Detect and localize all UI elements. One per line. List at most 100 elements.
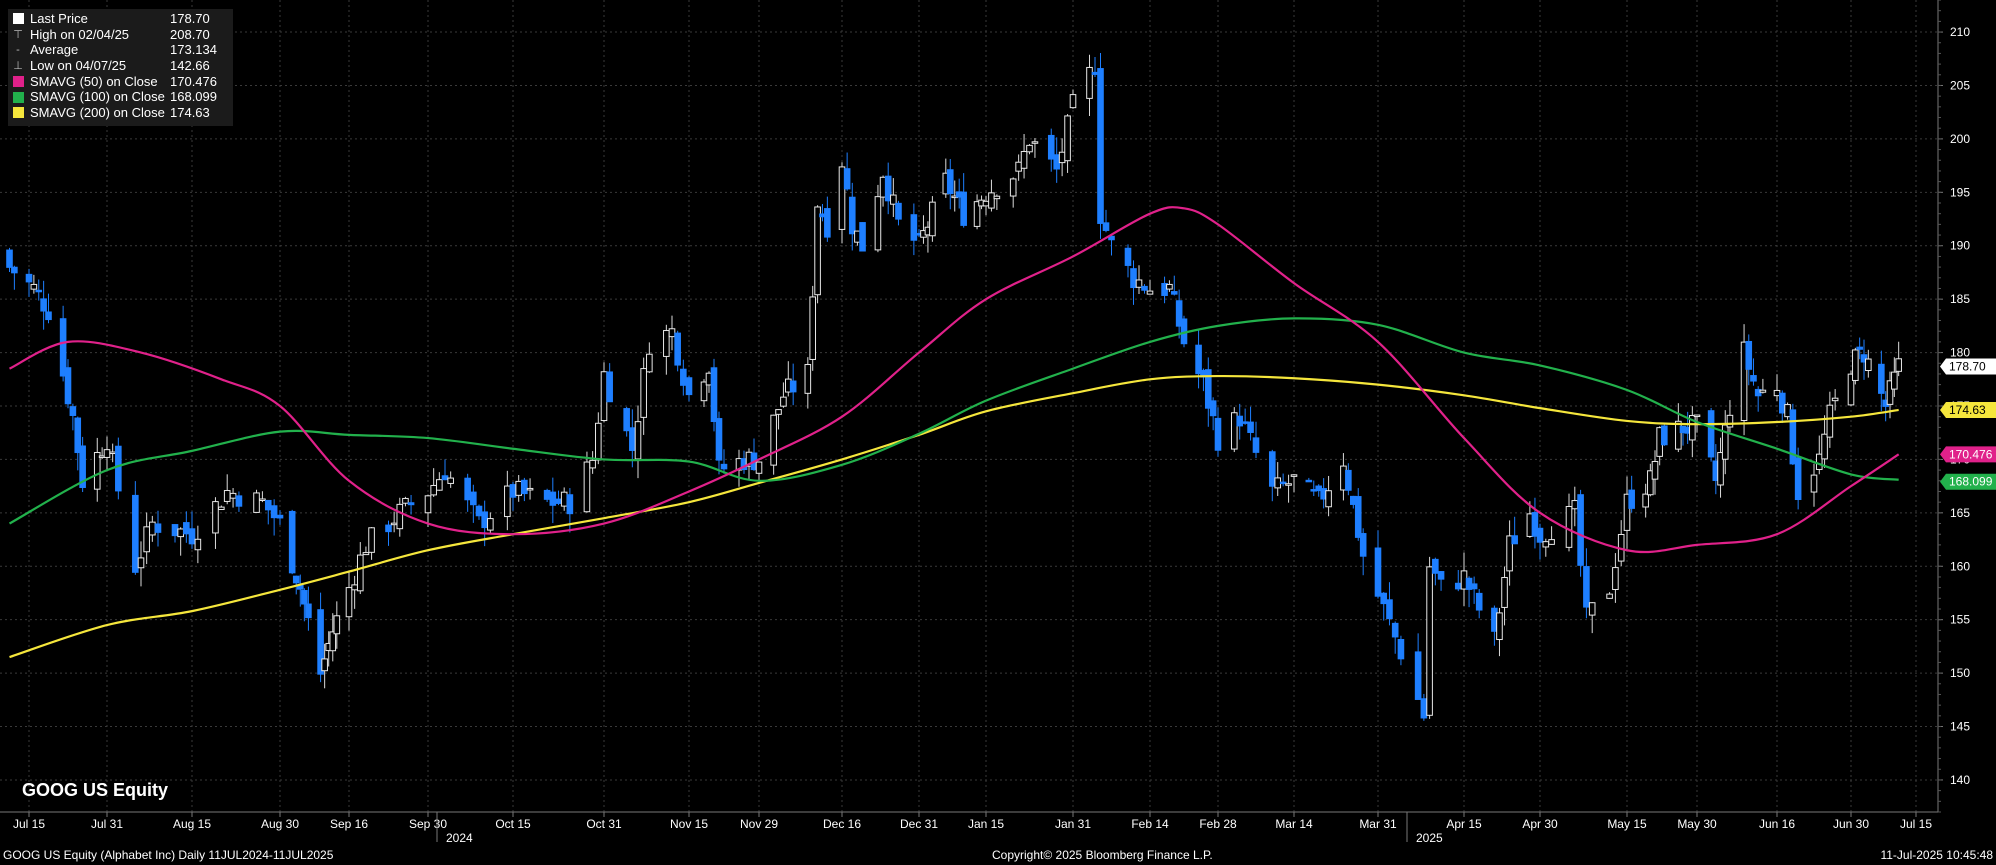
candle-down [79, 445, 86, 488]
candle-down [288, 510, 296, 574]
candle-down [1414, 651, 1422, 700]
candle-up [356, 554, 364, 592]
candle-down [1386, 599, 1393, 620]
legend-label: Last Price [30, 10, 88, 26]
candle-down [25, 273, 33, 283]
candle-up [809, 296, 817, 360]
candle-up [1588, 602, 1596, 616]
price-label-bg [1940, 473, 1996, 490]
legend-value: 168.099 [170, 89, 217, 105]
x-tick-label: Nov 15 [670, 817, 708, 831]
candle-up [770, 414, 777, 466]
candle-up [329, 631, 337, 652]
y-tick-label: 160 [1950, 559, 1970, 573]
candle-down [1354, 496, 1362, 538]
chart-legend: Last Price 178.70 ⊤ High on 02/04/25 208… [8, 9, 233, 126]
candle-up [1290, 474, 1298, 477]
candle-down [1750, 375, 1757, 382]
candle-up [109, 451, 116, 455]
candle-up [1612, 567, 1619, 591]
candle-down [1707, 410, 1715, 458]
candle-down [1391, 622, 1399, 638]
candle-up [1426, 566, 1433, 716]
candle-down [1531, 512, 1539, 537]
legend-value: 178.70 [170, 10, 210, 26]
candle-up [814, 206, 821, 296]
candle-down [35, 289, 43, 293]
candle-down [685, 377, 693, 396]
candle-down [1214, 417, 1222, 451]
footer-timestamp: 11-Jul-2025 10:45:48 [1880, 848, 1993, 862]
candle-up [1642, 493, 1649, 508]
candle-up [194, 538, 202, 551]
x-tick-label: Jun 16 [1759, 817, 1795, 831]
x-tick-label: Oct 31 [586, 817, 622, 831]
sma50-line [9, 206, 1900, 554]
x-tick-label: Dec 31 [900, 817, 938, 831]
price-label-text: 168.099 [1949, 475, 1993, 489]
candle-down [566, 494, 574, 515]
x-tick-label: Dec 16 [823, 817, 861, 831]
sma100-line [8, 317, 1899, 525]
sma200-line [9, 374, 1899, 659]
candle-down [183, 522, 190, 535]
candle-up [1548, 539, 1555, 545]
candle-up [1325, 490, 1332, 508]
candle-down [1209, 400, 1217, 417]
candle-up [804, 364, 812, 394]
x-tick-label: Jun 30 [1833, 817, 1869, 831]
x-tick-label: Aug 30 [261, 817, 299, 831]
candle-up [362, 552, 370, 556]
candle-up [229, 492, 237, 499]
candle-down [1856, 346, 1863, 350]
candle-down [171, 524, 179, 537]
candle-down [292, 575, 300, 584]
candle-down [475, 505, 483, 517]
year-label-2025: 2025 [1416, 831, 1443, 845]
moving-average-lines [8, 206, 1900, 659]
candle-up [1647, 470, 1654, 496]
candle-down [270, 505, 278, 519]
candle-down [1577, 494, 1584, 566]
candle-up [1146, 290, 1154, 295]
candle-down [1359, 533, 1367, 557]
y-tick-label: 190 [1950, 239, 1970, 253]
candle-down [1432, 558, 1439, 574]
candle-up [103, 449, 111, 458]
legend-label: Low on 04/07/25 [30, 57, 127, 73]
legend-value: 174.63 [170, 104, 210, 120]
candle-down [1397, 639, 1405, 660]
candle-down [1247, 421, 1254, 433]
candle-up [838, 166, 846, 230]
candle-down [1102, 222, 1110, 231]
y-tick-label: 210 [1950, 25, 1970, 39]
candle-down [11, 266, 18, 274]
candle-down [509, 484, 517, 498]
candle-down [1628, 489, 1635, 509]
candle-down [317, 609, 324, 675]
candle-down [115, 445, 122, 492]
x-tick-label: Nov 29 [740, 817, 778, 831]
candle-down [1794, 457, 1802, 501]
candle-down [895, 202, 902, 220]
candle-down [154, 523, 162, 533]
candle-down [946, 169, 954, 195]
candle-down [1124, 247, 1132, 266]
legend-item-sma50: SMAVG (50) on Close 170.476 [12, 74, 233, 90]
x-tick-label: Mar 14 [1275, 817, 1313, 831]
x-tick-label: May 15 [1607, 817, 1647, 831]
candle-up [1675, 420, 1682, 450]
candle-down [884, 175, 892, 202]
candle-down [715, 418, 723, 461]
candle-down [1345, 469, 1352, 491]
candle-down [1380, 592, 1388, 605]
candle-up [1847, 373, 1855, 406]
candle-up [560, 491, 568, 507]
candle-up [430, 484, 437, 496]
chart-grid [0, 0, 1938, 812]
candle-up [1565, 505, 1573, 548]
magenta-square-icon [12, 76, 24, 88]
y-tick-label: 195 [1950, 185, 1970, 199]
candle-up [333, 615, 341, 635]
candle-up [1886, 380, 1894, 405]
